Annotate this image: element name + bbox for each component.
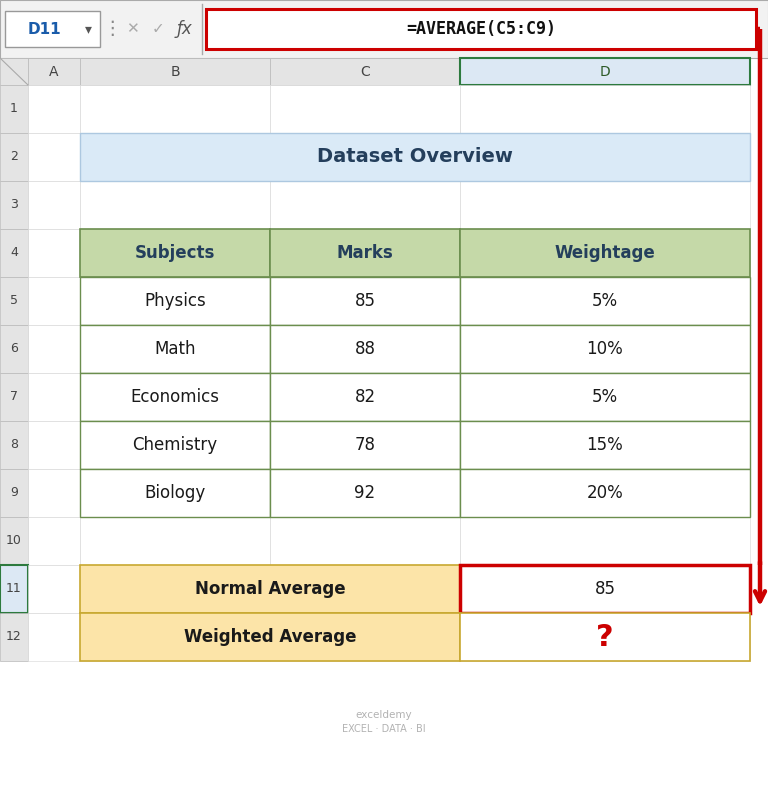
FancyBboxPatch shape	[460, 613, 750, 661]
Text: 10: 10	[6, 534, 22, 548]
FancyBboxPatch shape	[0, 133, 28, 181]
Text: Normal Average: Normal Average	[194, 580, 346, 598]
FancyBboxPatch shape	[270, 325, 460, 373]
Text: 3: 3	[10, 198, 18, 211]
FancyBboxPatch shape	[270, 373, 460, 421]
FancyBboxPatch shape	[460, 421, 750, 469]
FancyBboxPatch shape	[80, 181, 270, 229]
Text: 82: 82	[355, 388, 376, 406]
FancyBboxPatch shape	[0, 373, 28, 421]
FancyBboxPatch shape	[28, 181, 80, 229]
Text: A: A	[49, 64, 58, 79]
FancyBboxPatch shape	[80, 517, 270, 565]
FancyBboxPatch shape	[460, 133, 750, 181]
FancyBboxPatch shape	[28, 277, 80, 325]
FancyBboxPatch shape	[270, 613, 460, 661]
FancyBboxPatch shape	[28, 517, 80, 565]
Text: 20%: 20%	[587, 484, 624, 502]
FancyBboxPatch shape	[270, 58, 460, 85]
FancyBboxPatch shape	[80, 58, 270, 85]
FancyBboxPatch shape	[270, 421, 460, 469]
FancyBboxPatch shape	[460, 277, 750, 325]
Text: 6: 6	[10, 342, 18, 356]
FancyBboxPatch shape	[460, 373, 750, 421]
FancyBboxPatch shape	[460, 469, 750, 517]
FancyBboxPatch shape	[460, 181, 750, 229]
Text: ▾: ▾	[84, 22, 91, 36]
FancyBboxPatch shape	[28, 85, 80, 133]
FancyBboxPatch shape	[270, 469, 460, 517]
FancyBboxPatch shape	[28, 373, 80, 421]
Text: Chemistry: Chemistry	[132, 436, 217, 454]
FancyBboxPatch shape	[28, 469, 80, 517]
Text: D11: D11	[28, 21, 61, 37]
FancyBboxPatch shape	[270, 277, 460, 325]
Text: Marks: Marks	[336, 244, 393, 262]
Text: 11: 11	[6, 583, 22, 596]
Text: D: D	[600, 64, 611, 79]
FancyBboxPatch shape	[206, 9, 756, 49]
FancyBboxPatch shape	[0, 565, 28, 613]
Text: C: C	[360, 64, 370, 79]
Text: ƒx: ƒx	[176, 20, 192, 38]
FancyBboxPatch shape	[0, 469, 28, 517]
FancyBboxPatch shape	[80, 613, 270, 661]
Text: =AVERAGE(C5:C9): =AVERAGE(C5:C9)	[406, 20, 556, 38]
Text: 7: 7	[10, 391, 18, 403]
FancyBboxPatch shape	[0, 229, 28, 277]
FancyBboxPatch shape	[460, 229, 750, 277]
FancyBboxPatch shape	[270, 85, 460, 133]
Text: 2: 2	[10, 151, 18, 164]
FancyBboxPatch shape	[80, 277, 270, 325]
FancyBboxPatch shape	[80, 469, 270, 517]
FancyBboxPatch shape	[460, 565, 750, 613]
FancyBboxPatch shape	[0, 58, 768, 794]
FancyBboxPatch shape	[80, 133, 750, 181]
Text: Physics: Physics	[144, 292, 206, 310]
Text: exceldemy: exceldemy	[356, 711, 412, 720]
FancyBboxPatch shape	[460, 565, 750, 613]
FancyBboxPatch shape	[28, 133, 80, 181]
FancyBboxPatch shape	[270, 229, 460, 277]
FancyBboxPatch shape	[270, 469, 460, 517]
FancyBboxPatch shape	[460, 517, 750, 565]
Text: 15%: 15%	[587, 436, 624, 454]
FancyBboxPatch shape	[460, 613, 750, 661]
FancyBboxPatch shape	[270, 517, 460, 565]
FancyBboxPatch shape	[28, 325, 80, 373]
FancyBboxPatch shape	[460, 85, 750, 133]
FancyBboxPatch shape	[80, 565, 460, 613]
Text: B: B	[170, 64, 180, 79]
FancyBboxPatch shape	[270, 325, 460, 373]
FancyBboxPatch shape	[0, 0, 768, 58]
Text: ✕: ✕	[126, 21, 138, 37]
Text: 9: 9	[10, 487, 18, 499]
FancyBboxPatch shape	[28, 421, 80, 469]
FancyBboxPatch shape	[460, 277, 750, 325]
FancyBboxPatch shape	[28, 565, 80, 613]
FancyBboxPatch shape	[28, 58, 80, 85]
FancyBboxPatch shape	[0, 421, 28, 469]
Text: Subjects: Subjects	[135, 244, 215, 262]
FancyBboxPatch shape	[270, 373, 460, 421]
FancyBboxPatch shape	[80, 85, 270, 133]
FancyBboxPatch shape	[0, 613, 28, 661]
Text: EXCEL · DATA · BI: EXCEL · DATA · BI	[343, 724, 425, 734]
Text: ✓: ✓	[151, 21, 164, 37]
Text: Dataset Overview: Dataset Overview	[317, 148, 513, 167]
FancyBboxPatch shape	[80, 325, 270, 373]
FancyBboxPatch shape	[460, 325, 750, 373]
FancyBboxPatch shape	[270, 133, 460, 181]
FancyBboxPatch shape	[0, 517, 28, 565]
Text: Economics: Economics	[131, 388, 220, 406]
Text: 88: 88	[355, 340, 376, 358]
FancyBboxPatch shape	[270, 421, 460, 469]
FancyBboxPatch shape	[28, 229, 80, 277]
FancyBboxPatch shape	[80, 325, 270, 373]
FancyBboxPatch shape	[5, 11, 100, 47]
FancyBboxPatch shape	[0, 277, 28, 325]
FancyBboxPatch shape	[0, 85, 28, 133]
Text: Weightage: Weightage	[554, 244, 655, 262]
Text: 12: 12	[6, 630, 22, 643]
